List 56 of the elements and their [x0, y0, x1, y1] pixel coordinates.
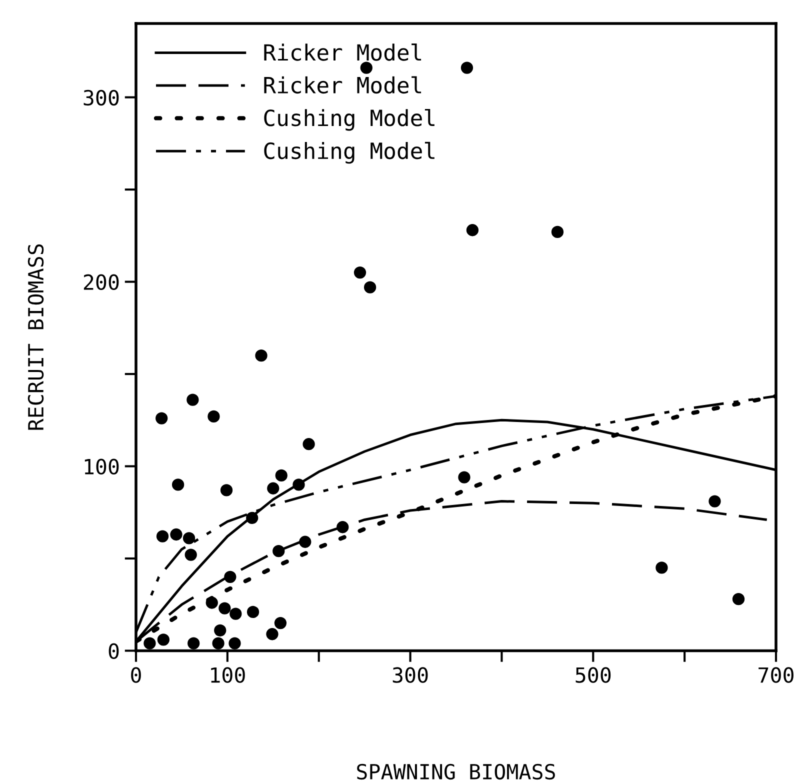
point — [354, 266, 366, 279]
point — [272, 545, 285, 558]
point — [156, 530, 169, 542]
point — [144, 637, 156, 650]
point — [246, 512, 258, 524]
point — [182, 532, 196, 544]
point — [184, 548, 197, 561]
point — [708, 495, 721, 508]
point — [214, 624, 226, 636]
point — [212, 637, 224, 650]
point — [302, 438, 315, 450]
point — [266, 628, 278, 640]
point — [732, 592, 745, 606]
point — [255, 349, 268, 362]
point — [274, 616, 287, 630]
point — [299, 536, 312, 548]
point — [364, 281, 376, 294]
point — [170, 528, 182, 541]
point — [230, 608, 242, 620]
legend-label: Ricker Model — [264, 44, 422, 61]
point — [246, 606, 260, 618]
point — [460, 62, 474, 74]
point — [551, 226, 564, 238]
point — [458, 471, 470, 484]
point — [336, 521, 349, 534]
point — [206, 596, 218, 609]
point — [188, 637, 200, 650]
x-tick-label: 700 — [758, 667, 794, 683]
point — [157, 634, 170, 646]
legend-label: Cushing Model — [264, 142, 434, 164]
point — [267, 482, 280, 494]
point — [220, 484, 233, 496]
point — [172, 478, 184, 491]
y-tick-label: 100 — [84, 458, 119, 475]
x-tick-label: 0 — [131, 667, 141, 683]
y-tick-label: 0 — [108, 643, 119, 659]
y-axis-title: RECRUIT BIOMASS — [28, 244, 44, 430]
x-tick-label: 300 — [392, 667, 428, 683]
point — [156, 412, 168, 424]
point — [360, 62, 372, 74]
point — [656, 562, 668, 574]
point — [224, 570, 236, 584]
x-tick-label: 500 — [576, 667, 611, 683]
x-axis-title: SPAWNING BIOMASS — [357, 764, 555, 780]
point — [208, 410, 220, 423]
point — [292, 478, 305, 491]
legend-label: Cushing Model — [264, 108, 434, 131]
x-tick-label: 100 — [211, 667, 245, 683]
point — [228, 637, 241, 650]
legend-label: Ricker Model — [264, 76, 422, 94]
point — [186, 394, 199, 406]
y-tick-label: 200 — [84, 274, 119, 290]
point — [275, 469, 288, 482]
y-tick-label: 300 — [84, 90, 119, 106]
point — [466, 224, 479, 236]
point — [218, 602, 231, 614]
